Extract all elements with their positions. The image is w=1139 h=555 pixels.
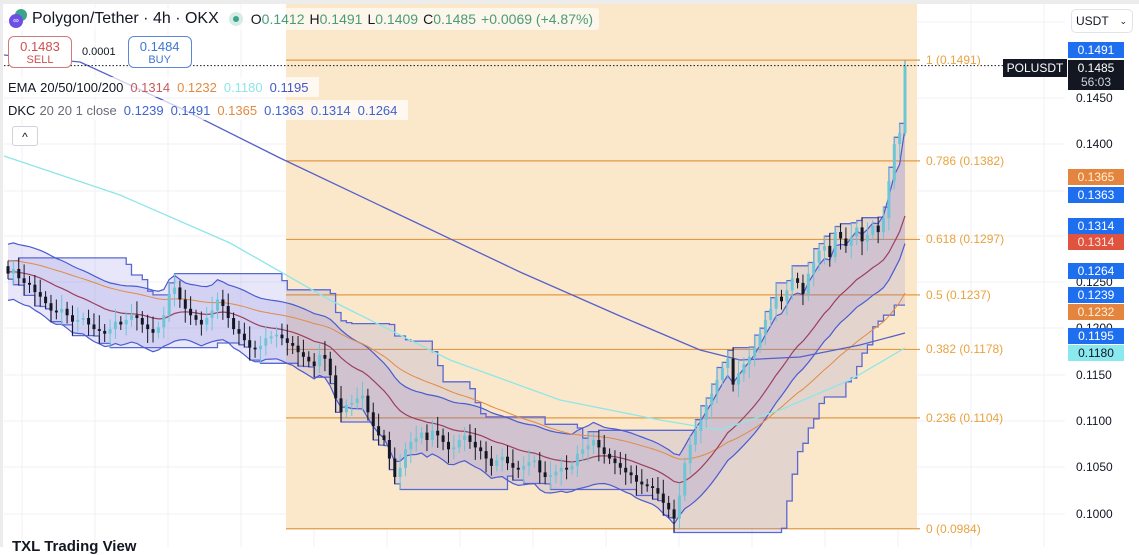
market-status-icon xyxy=(228,12,243,26)
fib-level-label: 0.236 (0.1104) xyxy=(926,410,1004,425)
price-tag: 0.1195 xyxy=(1068,328,1124,344)
ohlc-open: O0.1412 xyxy=(250,11,305,27)
price-tick: 0.1150 xyxy=(1076,368,1112,382)
polygon-logo-icon: ∞ xyxy=(8,9,28,29)
fib-level-label: 0 (0.0984) xyxy=(926,521,981,536)
dkc-value-3: 0.1363 xyxy=(264,102,304,118)
symbol-title[interactable]: Polygon/Tether · 4h · OKX xyxy=(32,10,219,27)
ohlc-high: H0.1491 xyxy=(309,11,363,27)
chevron-up-icon: ^ xyxy=(22,130,28,144)
fib-zone xyxy=(286,4,917,529)
dkc-value-4: 0.1314 xyxy=(310,102,351,118)
dkc-value-0: 0.1239 xyxy=(123,102,164,118)
price-tag: 0.1314 xyxy=(1068,218,1124,234)
bar-countdown: 56:03 xyxy=(1080,75,1112,89)
ema-legend[interactable]: EMA 20/50/100/200 0.1314 0.1232 0.1180 0.11… xyxy=(8,77,320,97)
chevron-down-icon: ⌄ xyxy=(1119,16,1127,26)
price-tag: 0.1491 xyxy=(1068,42,1124,58)
dkc-params: 20 20 1 close xyxy=(39,102,117,118)
price-tag: 0.1365 xyxy=(1068,169,1124,185)
price-tick: 0.1000 xyxy=(1076,507,1113,521)
ema-value-3: 0.1195 xyxy=(269,79,309,95)
sell-button[interactable]: 0.1483 SELL xyxy=(8,36,72,68)
collapse-legend-button[interactable]: ^ xyxy=(12,126,38,146)
dkc-label: DKC xyxy=(8,102,36,118)
price-tick: 0.1400 xyxy=(1076,137,1113,151)
price-change: +0.0069 (+4.87%) xyxy=(481,11,594,27)
ema-value-1: 0.1232 xyxy=(177,79,217,95)
symbol-tag: POLUSDT xyxy=(1003,59,1067,77)
ohlc-low: L0.1409 xyxy=(367,11,419,27)
dkc-value-5: 0.1264 xyxy=(357,102,398,118)
price-tag: 0.1232 xyxy=(1068,304,1124,320)
dkc-legend[interactable]: DKC 20 20 1 close 0.1239 0.1491 0.1365 0.13… xyxy=(8,100,409,120)
price-tick: 0.1100 xyxy=(1076,414,1112,428)
symbol-legend: ∞ Polygon/Tether · 4h · OKX O0.1412 H0.1… xyxy=(8,8,600,30)
spread-value: 0.0001 xyxy=(82,46,116,58)
ema-value-2: 0.1180 xyxy=(223,79,263,95)
dkc-value-1: 0.1491 xyxy=(170,102,211,118)
price-tick: 0.1450 xyxy=(1076,91,1113,105)
price-tag: 0.1314 xyxy=(1068,234,1124,250)
buy-button[interactable]: 0.1484 BUY xyxy=(127,36,192,68)
ema-values: 0.1314 0.1232 0.1180 0.1195 xyxy=(130,80,315,95)
left-border xyxy=(0,0,3,547)
top-border xyxy=(0,0,1139,4)
ema-params: 20/50/100/200 xyxy=(40,79,124,95)
ema-label: EMA xyxy=(8,79,37,95)
fib-level-label: 0.618 (0.1297) xyxy=(926,232,1005,247)
fib-level-label: 0.382 (0.1178) xyxy=(926,342,1004,357)
ohlc-close: C0.1485 xyxy=(423,11,477,27)
fib-level-label: 1 (0.1491) xyxy=(926,53,981,68)
price-tick: 0.1050 xyxy=(1076,460,1113,474)
price-tag: 0.1180 xyxy=(1068,345,1124,361)
ema-value-0: 0.1314 xyxy=(130,79,171,95)
candles xyxy=(6,60,907,533)
last-price-tag: 0.1485 56:03 xyxy=(1068,60,1124,90)
price-tag: 0.1264 xyxy=(1068,263,1124,279)
currency-select[interactable]: USDT ⌄ xyxy=(1071,9,1133,33)
fib-level-label: 0.5 (0.1237) xyxy=(926,287,991,302)
price-tag: 0.1239 xyxy=(1068,287,1124,303)
price-tag: 0.1363 xyxy=(1068,187,1124,203)
fib-level-label: 0.786 (0.1382) xyxy=(926,153,1005,168)
dkc-value-2: 0.1365 xyxy=(217,102,258,118)
dkc-values: 0.1239 0.1491 0.1365 0.1363 0.1314 0.1264 xyxy=(124,103,405,118)
trade-buttons: 0.1483 SELL 0.0001 0.1484 BUY xyxy=(8,36,192,68)
